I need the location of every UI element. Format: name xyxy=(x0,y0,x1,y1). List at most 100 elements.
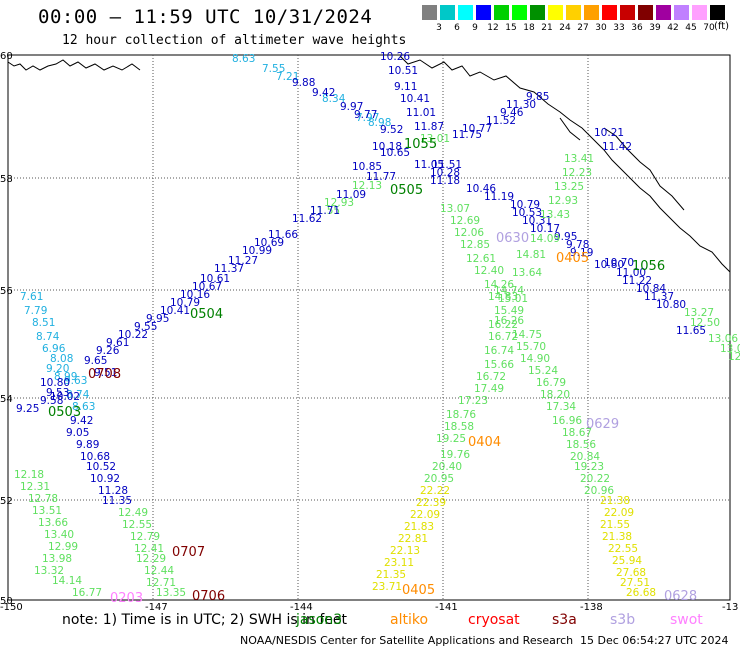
wave-height-value: 8.99 xyxy=(54,371,77,383)
wave-height-value: 11.37 xyxy=(214,263,244,275)
wave-height-value: 14.81 xyxy=(516,249,546,261)
wave-height-value: 12.99 xyxy=(48,541,78,553)
colorbar-swatch xyxy=(494,5,509,20)
wave-height-value: 13.64 xyxy=(512,267,542,279)
wave-height-value: 9.11 xyxy=(394,81,417,93)
wave-height-value: 9.95 xyxy=(554,231,577,243)
wave-height-value: 9.42 xyxy=(312,87,335,99)
coastline xyxy=(7,55,731,273)
wave-height-value: 8.08 xyxy=(50,353,73,365)
wave-height-value: 17.49 xyxy=(474,383,504,395)
satellite-legend-cryosat: cryosat xyxy=(468,612,520,628)
wave-height-value: 9.97 xyxy=(340,101,363,113)
colorbar-swatch xyxy=(602,5,617,20)
wave-height-value: 7.21 xyxy=(276,71,299,83)
wave-height-value: 11.55 xyxy=(310,205,340,217)
wave-height-value: 16.72 xyxy=(488,331,518,343)
wave-height-value: 17.23 xyxy=(458,395,488,407)
pass-time-label: 0405 xyxy=(402,583,435,598)
colorbar-label: 3 xyxy=(436,23,442,33)
wave-height-value: 21.55 xyxy=(600,519,630,531)
wave-height-value: 17.34 xyxy=(546,401,576,413)
axis-ticks: -150 -147 -144 -141 -138 -13 60 58 56 54 52 50 xyxy=(0,51,738,613)
wave-height-value: 14.74 xyxy=(494,285,524,297)
wave-height-value: 15.66 xyxy=(484,359,514,371)
colorbar-label: 6 xyxy=(454,23,460,33)
wave-height-value: 12.71 xyxy=(146,577,176,589)
wave-height-value: 11.28 xyxy=(98,485,128,497)
colorbar-label: 70 xyxy=(703,23,715,33)
wave-height-value: 10.68 xyxy=(80,451,110,463)
wave-height-value: 9.88 xyxy=(292,77,315,89)
colorbar-swatch xyxy=(692,5,707,20)
track-time-labels: 1055 0505 0630 0405 1056 0504 0708 0503 0404 0629… xyxy=(48,137,697,606)
wave-height-value: 25.94 xyxy=(612,555,642,567)
wave-height-value: 13.41 xyxy=(564,153,594,165)
satellite-legend-altika: altiko xyxy=(390,612,429,628)
wave-height-value: 13.0 xyxy=(720,343,740,355)
wave-height-value: 16.77 xyxy=(72,587,102,599)
colorbar-label: 33 xyxy=(613,23,625,33)
satellite-legend-s3a: s3a xyxy=(552,612,577,628)
wave-height-value: 12.44 xyxy=(144,565,174,577)
wave-height-value: 10.79 xyxy=(170,297,200,309)
wave-height-value: 9.55 xyxy=(134,321,157,333)
wave-height-value: 13.40 xyxy=(44,529,74,541)
wave-height-value: 18.67 xyxy=(562,427,592,439)
wave-height-value: 22.13 xyxy=(390,545,420,557)
wave-height-value: 10.51 xyxy=(388,65,418,77)
wave-height-value: 19.23 xyxy=(574,461,604,473)
wave-height-value: 22.22 xyxy=(420,485,450,497)
footer-note: note: 1) Time is in UTC; 2) SWH is in fe… xyxy=(62,612,348,628)
wave-height-value: 18.56 xyxy=(566,439,596,451)
wave-height-value: 13.35 xyxy=(156,587,186,599)
wave-height-value: 21.35 xyxy=(376,569,406,581)
wave-height-value: 15.24 xyxy=(528,365,558,377)
colorbar-swatch xyxy=(440,5,455,20)
wave-height-value: 11.35 xyxy=(102,495,132,507)
lat-tick-label: 52 xyxy=(0,496,13,507)
wave-height-value: 10.80 xyxy=(40,377,70,389)
wave-height-value: 11.27 xyxy=(228,255,258,267)
colorbar-label: 30 xyxy=(595,23,607,33)
wave-height-value: 11.19 xyxy=(484,191,514,203)
wave-height-value: 12.23 xyxy=(562,167,592,179)
wave-height-value: 26.68 xyxy=(626,587,656,599)
pass-time-label: 0404 xyxy=(468,435,501,450)
wave-height-value: 8.51 xyxy=(32,317,55,329)
wave-height-value: 11.18 xyxy=(430,175,460,187)
map-frame xyxy=(7,54,731,601)
colorbar-unit: (ft) xyxy=(714,21,730,32)
pass-time-label: 1055 xyxy=(404,137,437,152)
wave-height-value: 12.31 xyxy=(20,481,50,493)
wave-height-value: 10.41 xyxy=(160,305,190,317)
colorbar-swatch xyxy=(566,5,581,20)
wave-height-value: 9.19 xyxy=(570,247,593,259)
wave-height-value: 12.18 xyxy=(14,469,44,481)
wave-height-value: 13.25 xyxy=(554,181,584,193)
pass-time-label: 0203 xyxy=(110,591,143,606)
wave-height-value: 10.85 xyxy=(352,161,382,173)
lon-tick-label: -13 xyxy=(722,602,738,613)
wave-height-value: 10.69 xyxy=(254,237,284,249)
lon-tick-label: -150 xyxy=(0,602,23,613)
wave-height-value: 7.79 xyxy=(24,305,47,317)
wave-height-value: 13.07 xyxy=(440,203,470,215)
wave-height-value: 16.22 xyxy=(488,319,518,331)
colorbar-swatch xyxy=(584,5,599,20)
pass-time-label: 0706 xyxy=(192,589,225,604)
colorbar-label: 27 xyxy=(577,23,589,33)
wave-height-value: 13.98 xyxy=(42,553,72,565)
wave-height-value: 10.80 xyxy=(594,259,624,271)
wave-height-value: 20.22 xyxy=(580,473,610,485)
wave-height-value: 21.38 xyxy=(602,531,632,543)
wave-height-value: 12.93 xyxy=(324,197,354,209)
wave-height-value: 27.68 xyxy=(616,567,646,579)
wave-height-value: 10.46 xyxy=(466,183,496,195)
wave-height-value: 10.22 xyxy=(118,329,148,341)
wave-height-value: 9.85 xyxy=(526,91,549,103)
wave-height-value: 21.83 xyxy=(404,521,434,533)
wave-height-value: 7.97 xyxy=(356,112,379,124)
wave-height-value: 10.79 xyxy=(510,199,540,211)
